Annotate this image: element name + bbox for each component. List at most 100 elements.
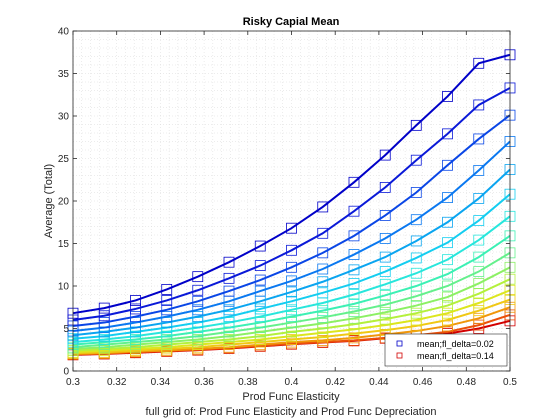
data-point	[223, 272, 235, 284]
data-point	[410, 267, 422, 279]
y-tick-label: 30	[58, 112, 70, 123]
data-point	[317, 287, 329, 299]
data-point	[223, 256, 235, 268]
data-point	[473, 193, 485, 204]
data-point	[442, 300, 453, 311]
x-tick-label: 0.4	[285, 377, 299, 388]
data-point	[379, 299, 391, 311]
data-point	[379, 251, 391, 263]
y-tick-label: 20	[58, 197, 70, 208]
data-point	[317, 312, 329, 323]
data-point	[317, 201, 329, 213]
data-point	[98, 310, 110, 322]
series-line	[72, 306, 511, 355]
data-point	[286, 275, 297, 287]
data-point	[98, 302, 110, 314]
data-point	[192, 284, 204, 296]
data-point	[379, 232, 391, 244]
x-tick-label: 0.5	[503, 377, 517, 388]
data-point	[254, 303, 266, 315]
series	[67, 82, 516, 326]
data-point	[442, 159, 453, 171]
data-point	[286, 261, 297, 273]
data-point	[348, 264, 360, 276]
data-point	[410, 235, 422, 247]
x-tick-label: 0.3	[66, 377, 80, 388]
y-tick-label: 5	[63, 324, 69, 335]
data-point	[161, 304, 173, 316]
y-axis-label: Average (Total)	[43, 164, 55, 238]
series-line	[72, 278, 511, 352]
data-point	[379, 266, 391, 277]
data-point	[410, 280, 422, 292]
data-point	[442, 291, 453, 303]
data-point	[192, 295, 204, 307]
data-point	[473, 297, 485, 309]
legend-label-first: mean;fl_delta=0.02	[417, 339, 494, 349]
data-point	[161, 311, 173, 323]
data-point	[348, 312, 360, 324]
data-point	[348, 278, 360, 289]
data-point	[442, 268, 453, 280]
legend-box	[384, 333, 508, 367]
data-point	[442, 192, 453, 204]
data-point	[473, 312, 485, 324]
y-tick-label: 15	[58, 239, 70, 250]
series-line	[72, 114, 511, 327]
series-line	[72, 289, 511, 354]
data-point	[473, 305, 485, 317]
data-point	[286, 286, 297, 298]
data-point	[473, 266, 485, 277]
data-point	[442, 307, 453, 319]
data-point	[379, 313, 391, 325]
data-point	[442, 314, 453, 326]
data-point	[379, 289, 391, 301]
data-point	[286, 295, 297, 307]
data-point	[317, 227, 329, 239]
data-point	[223, 285, 235, 297]
data-point	[410, 252, 422, 264]
x-tick-label: 0.38	[238, 377, 258, 388]
data-point	[442, 237, 453, 249]
data-point	[161, 295, 173, 306]
data-point	[254, 240, 266, 252]
data-point	[473, 133, 485, 145]
data-point	[348, 176, 360, 188]
x-tick-label: 0.34	[151, 377, 171, 388]
data-point	[473, 215, 485, 226]
data-point	[410, 154, 422, 166]
data-point	[317, 276, 329, 288]
data-point	[442, 280, 453, 292]
footnote: full grid of: Prod Func Elasticity and P…	[145, 406, 436, 418]
series-line	[72, 298, 511, 355]
data-point	[442, 216, 453, 228]
y-tick-label: 40	[58, 27, 70, 38]
data-point	[130, 303, 141, 315]
data-point	[379, 306, 391, 318]
legend-marker-first	[396, 340, 403, 347]
data-point	[317, 305, 329, 317]
data-point	[473, 251, 485, 263]
data-point	[348, 230, 360, 242]
data-point	[254, 285, 266, 297]
x-tick-label: 0.42	[325, 377, 345, 388]
data-point	[410, 214, 422, 226]
data-point	[410, 187, 422, 198]
data-point	[410, 300, 422, 311]
data-point	[223, 311, 235, 323]
x-tick-label: 0.46	[413, 377, 433, 388]
data-point	[192, 311, 204, 323]
data-point	[98, 317, 110, 328]
data-point	[348, 249, 360, 260]
ticks: 0.3 0.32 0.34 0.36 0.38 0.4 0.42 0.44 0.46 0.48 0.…	[58, 27, 518, 389]
legend-marker-last	[396, 352, 403, 359]
data-point	[442, 91, 453, 102]
data-point	[379, 149, 391, 161]
data-point	[410, 314, 422, 326]
data-point	[473, 57, 485, 69]
data-point	[348, 298, 360, 310]
x-tick-label: 0.44	[369, 377, 389, 388]
data-point	[410, 307, 422, 319]
data-point	[286, 311, 297, 323]
